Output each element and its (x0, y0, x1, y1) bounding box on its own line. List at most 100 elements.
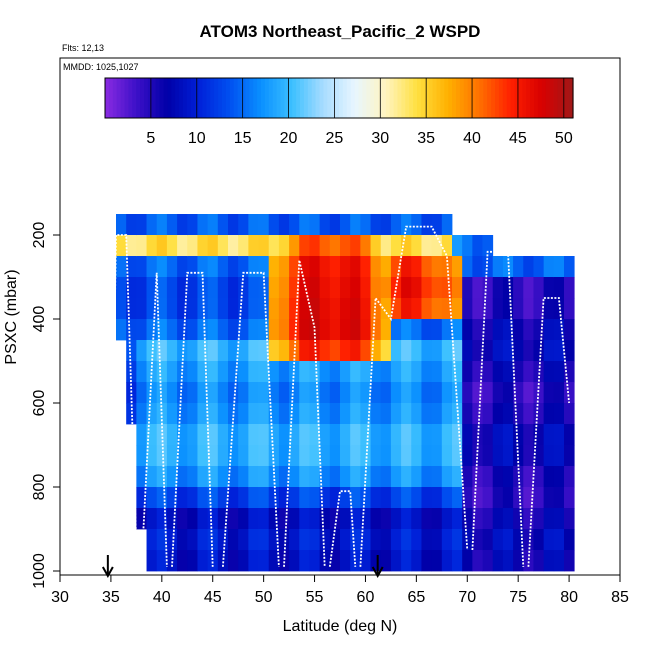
heatmap-cell (309, 424, 321, 446)
arrow-markers (101, 555, 384, 579)
heatmap-cell (380, 256, 392, 278)
heatmap-cell (421, 256, 433, 278)
heatmap-cell (299, 550, 310, 572)
heatmap-cell (177, 361, 188, 383)
heatmap-cell (462, 487, 473, 509)
heatmap-cell (309, 487, 321, 509)
heatmap-cell (329, 256, 341, 278)
heatmap-cell (177, 214, 188, 236)
heatmap-cell (299, 445, 310, 467)
colorbar-segment (346, 78, 352, 118)
colorbar-segment (545, 78, 551, 118)
heatmap-cell (177, 466, 188, 488)
heatmap-cell (380, 298, 392, 320)
heatmap-cell (431, 340, 443, 362)
heatmap-cell (299, 361, 310, 383)
heatmap-cell (350, 382, 361, 404)
colorbar-segment (222, 78, 227, 118)
heatmap-cell (177, 445, 188, 467)
heatmap-cell (431, 382, 443, 404)
heatmap-cell (523, 298, 534, 320)
heatmap-cell (380, 403, 392, 425)
heatmap-cell (319, 382, 331, 404)
heatmap-cell (289, 235, 300, 257)
heatmap-cell (543, 487, 555, 509)
colorbar-segment (257, 78, 262, 118)
heatmap-cell (126, 298, 137, 320)
heatmap-cell (228, 424, 239, 446)
heatmap-cell (136, 445, 147, 467)
heatmap-cell (228, 361, 239, 383)
colorbar-segment (261, 78, 266, 118)
heatmap-cell (492, 382, 504, 404)
heatmap-cell (543, 382, 555, 404)
heatmap-cell (319, 235, 331, 257)
heatmap-cell (401, 550, 412, 572)
heatmap-cell (523, 382, 534, 404)
heatmap-cell (482, 424, 494, 446)
heatmap-cell (187, 550, 198, 572)
heatmap-cell (360, 256, 371, 278)
heatmap-cell (380, 529, 392, 551)
heatmap-cell (248, 445, 259, 467)
heatmap-cell (278, 550, 290, 572)
colorbar-segment (522, 78, 527, 118)
heatmap-cell (248, 550, 259, 572)
heatmap-cell (462, 445, 473, 467)
heatmap-cell (513, 277, 524, 299)
heatmap-cell (289, 277, 300, 299)
colorbar-segment (331, 78, 336, 118)
colorbar-segment (268, 78, 274, 118)
heatmap-cell (350, 550, 361, 572)
heatmap-cell (533, 508, 545, 530)
heatmap-cell (299, 424, 310, 446)
heatmap-cell (360, 508, 371, 530)
heatmap-cell (360, 529, 371, 551)
heatmap-cell (177, 403, 188, 425)
heatmap-cell (492, 340, 504, 362)
heatmap-cell (217, 403, 229, 425)
heatmap-cell (228, 487, 239, 509)
heatmap-cell (390, 235, 402, 257)
colorbar-segment (432, 78, 438, 118)
heatmap-cell (441, 382, 453, 404)
heatmap-cell (116, 214, 127, 236)
heatmap-cell (299, 319, 310, 341)
heatmap-cell (136, 382, 147, 404)
heatmap-cell (309, 466, 321, 488)
heatmap-cell (146, 487, 158, 509)
heatmap-cell (441, 277, 453, 299)
heatmap-cell (309, 550, 321, 572)
colorbar-tick-label: 25 (326, 130, 344, 147)
heatmap-cell (156, 550, 168, 572)
colorbar-segment (389, 78, 395, 118)
heatmap-cell (258, 529, 270, 551)
heatmap-cell (441, 445, 453, 467)
heatmap-cell (492, 508, 504, 530)
heatmap-cell (533, 319, 545, 341)
heatmap-cell (289, 424, 300, 446)
heatmap-cell (411, 361, 422, 383)
heatmap-cell (187, 466, 198, 488)
heatmap-cell (238, 508, 249, 530)
heatmap-cell (309, 277, 321, 299)
heatmap-cell (553, 529, 565, 551)
heatmap-cell (197, 319, 209, 341)
flight-profile-line (471, 250, 525, 567)
heatmap-cell (543, 403, 555, 425)
colorbar-ticks: 5 10 15 20 25 30 35 40 45 50 (104, 77, 574, 147)
heatmap-cell (370, 382, 382, 404)
flight-profile-line (140, 272, 168, 567)
heatmap-cell (360, 445, 371, 467)
heatmap-cell (513, 256, 524, 278)
heatmap-cell (462, 466, 473, 488)
heatmap-cell (431, 214, 443, 236)
heatmap-cell (268, 256, 280, 278)
colorbar-segment (163, 78, 168, 118)
heatmap-cell (156, 445, 168, 467)
heatmap-cell (238, 403, 249, 425)
heatmap-cell (319, 508, 331, 530)
heatmap-cell (390, 550, 402, 572)
heatmap-cell (360, 550, 371, 572)
